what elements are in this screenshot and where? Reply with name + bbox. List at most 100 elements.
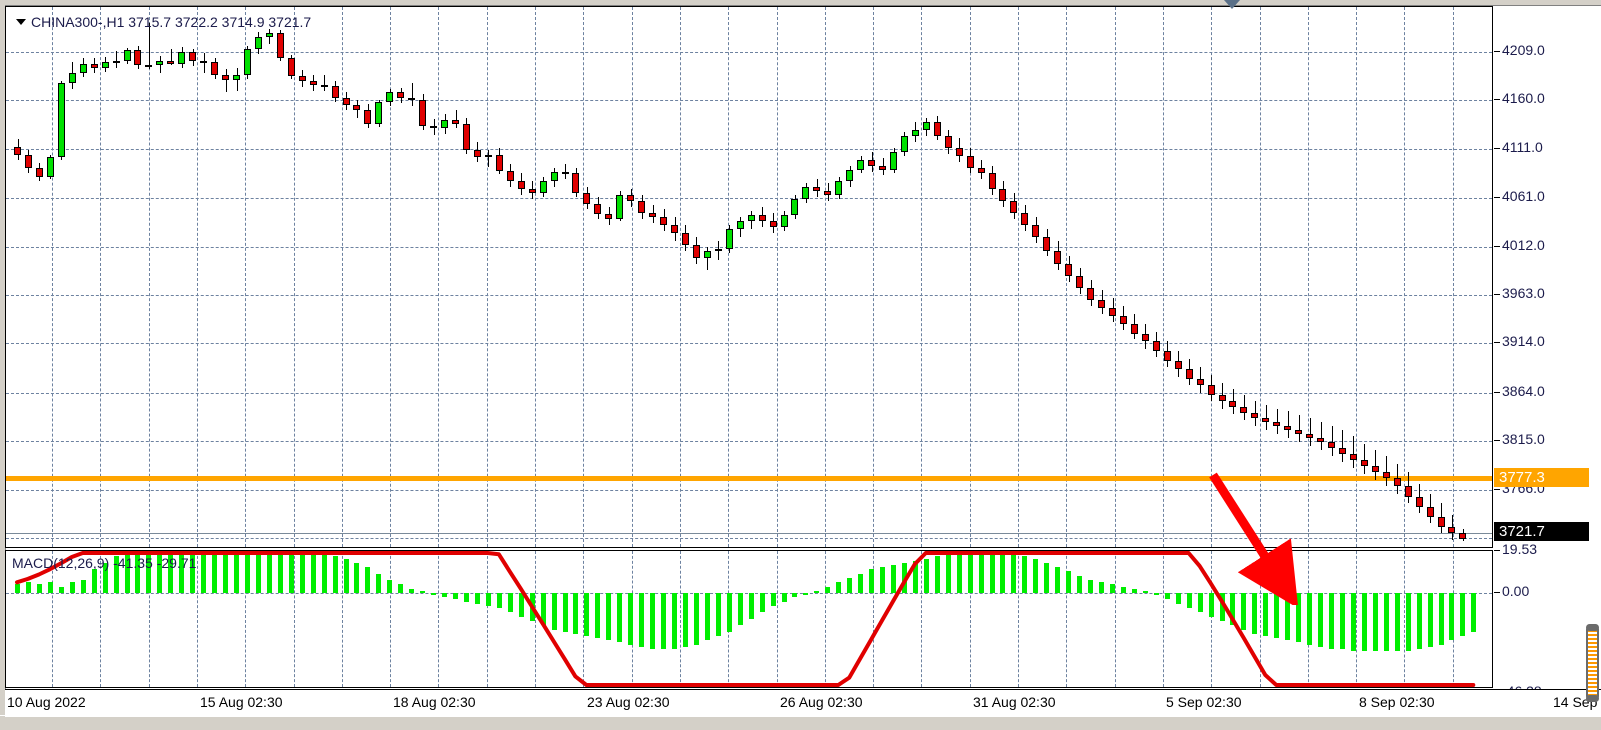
macd-indicator-panel[interactable]: MACD(12,26,9) -41.35 -29.71: [5, 550, 1493, 688]
macd-histogram-bar: [1033, 558, 1038, 593]
time-axis-label: 5 Sep 02:30: [1166, 694, 1242, 710]
macd-histogram-bar: [760, 593, 765, 613]
vertical-scale-handle[interactable]: [1586, 624, 1599, 702]
macd-axis-label: 19.53: [1502, 541, 1538, 557]
candle-body: [222, 74, 229, 80]
macd-grid-vline: [149, 551, 150, 687]
price-grid-vline: [777, 7, 778, 547]
triangle-down-icon[interactable]: [16, 19, 26, 26]
candle-body: [1219, 394, 1226, 401]
price-grid-hline: [6, 52, 1492, 53]
candle-body: [1459, 533, 1466, 539]
candle-body: [1142, 333, 1149, 342]
price-grid-hline: [6, 100, 1492, 102]
price-axis-label: 3864.0: [1502, 382, 1545, 399]
macd-histogram-bar: [595, 593, 600, 639]
candle-wick: [456, 110, 457, 129]
macd-histogram-bar: [1373, 593, 1378, 652]
candle-body: [835, 181, 842, 196]
macd-histogram-bar: [1406, 593, 1411, 652]
macd-histogram-bar: [814, 590, 819, 593]
macd-signal-line: [15, 551, 1476, 687]
macd-histogram-bar: [322, 554, 327, 593]
macd-histogram-bar: [617, 593, 622, 643]
macd-axis[interactable]: 19.530.00-46.38: [1494, 542, 1601, 698]
macd-histogram-bar: [190, 551, 195, 593]
price-axis-tick: [1494, 51, 1500, 52]
last-price-badge[interactable]: 3721.7: [1494, 522, 1589, 542]
macd-plot-area[interactable]: [6, 551, 1492, 687]
candle-body: [91, 63, 98, 68]
candle-body: [1010, 201, 1017, 213]
macd-histogram-bar: [628, 593, 633, 645]
candle-body: [1317, 438, 1324, 443]
price-grid-vline: [680, 7, 681, 547]
candle-body: [102, 61, 109, 68]
candle-body: [890, 151, 897, 170]
macd-histogram-bar: [782, 593, 787, 602]
candle-body: [715, 248, 722, 251]
macd-axis-tick: [1494, 592, 1500, 593]
macd-histogram-bar: [1362, 593, 1367, 652]
macd-histogram-bar: [836, 582, 841, 593]
macd-histogram-bar: [1318, 593, 1323, 647]
macd-histogram-bar: [431, 593, 436, 596]
macd-grid-vline: [487, 551, 488, 687]
candle-body: [802, 187, 809, 200]
macd-histogram-bar: [716, 593, 721, 636]
macd-histogram-bar: [1263, 593, 1268, 636]
candle-body: [1405, 485, 1412, 498]
price-axis-tick: [1494, 147, 1500, 149]
price-axis[interactable]: 4209.0 4160.0 4111.0 4061.0 4012.0 3963.0 3914…: [1494, 6, 1601, 548]
macd-histogram-bar: [1143, 590, 1148, 593]
candle-body: [299, 75, 306, 81]
price-grid-vline: [149, 7, 150, 547]
candle-body: [978, 167, 985, 174]
price-grid-hline: [6, 489, 1492, 491]
candle-wick: [1353, 436, 1354, 468]
price-grid-vline: [1115, 7, 1116, 547]
macd-grid-vline: [970, 551, 971, 687]
price-axis-tick: [1494, 488, 1500, 490]
bid-price-badge[interactable]: 3777.3: [1494, 468, 1589, 488]
price-axis-label: 4209.0: [1502, 42, 1545, 58]
macd-histogram-bar: [1471, 593, 1476, 632]
candle-body: [47, 156, 54, 178]
candle-body: [1175, 361, 1182, 370]
macd-histogram-bar: [869, 569, 874, 593]
macd-histogram-bar: [1384, 593, 1389, 652]
candle-body: [321, 84, 328, 87]
macd-histogram-bar: [146, 551, 151, 593]
candle-body: [1394, 477, 1401, 486]
macd-histogram-bar: [1165, 593, 1170, 600]
candle-wick: [324, 74, 325, 92]
candle-wick: [1277, 408, 1278, 435]
price-grid-hline: [6, 441, 1492, 443]
macd-histogram-bar: [1209, 593, 1214, 617]
candle-body: [474, 149, 481, 157]
macd-histogram-bar: [1088, 580, 1093, 593]
macd-grid-vline: [294, 551, 295, 687]
candle-wick: [1375, 450, 1376, 480]
candle-wick: [707, 246, 708, 271]
candle-body: [1416, 497, 1423, 508]
candle-body: [255, 37, 262, 50]
candle-body: [1164, 351, 1171, 362]
macd-histogram-bar: [639, 593, 644, 647]
candle-body: [156, 60, 163, 65]
bid-price-line[interactable]: [6, 476, 1492, 482]
candle-body: [627, 195, 634, 202]
price-chart-panel[interactable]: CHINA300-,H1 3715.7 3722.2 3714.9 3721.7: [5, 6, 1493, 548]
candle-body: [1361, 459, 1368, 466]
macd-histogram-bar: [1066, 571, 1071, 593]
macd-histogram-bar: [70, 582, 75, 593]
price-plot-area[interactable]: [6, 7, 1492, 547]
macd-grid-vline: [1066, 551, 1067, 687]
candle-wick: [1364, 444, 1365, 474]
macd-histogram-bar: [508, 593, 513, 613]
macd-histogram-bar: [935, 556, 940, 593]
candle-body: [879, 165, 886, 170]
chart-header-text: CHINA300-,H1 3715.7 3722.2 3714.9 3721.7: [31, 14, 312, 30]
time-axis[interactable]: 10 Aug 2022 15 Aug 02:30 18 Aug 02:30 23 Au…: [5, 689, 1601, 717]
macd-histogram-bar: [1395, 593, 1400, 652]
